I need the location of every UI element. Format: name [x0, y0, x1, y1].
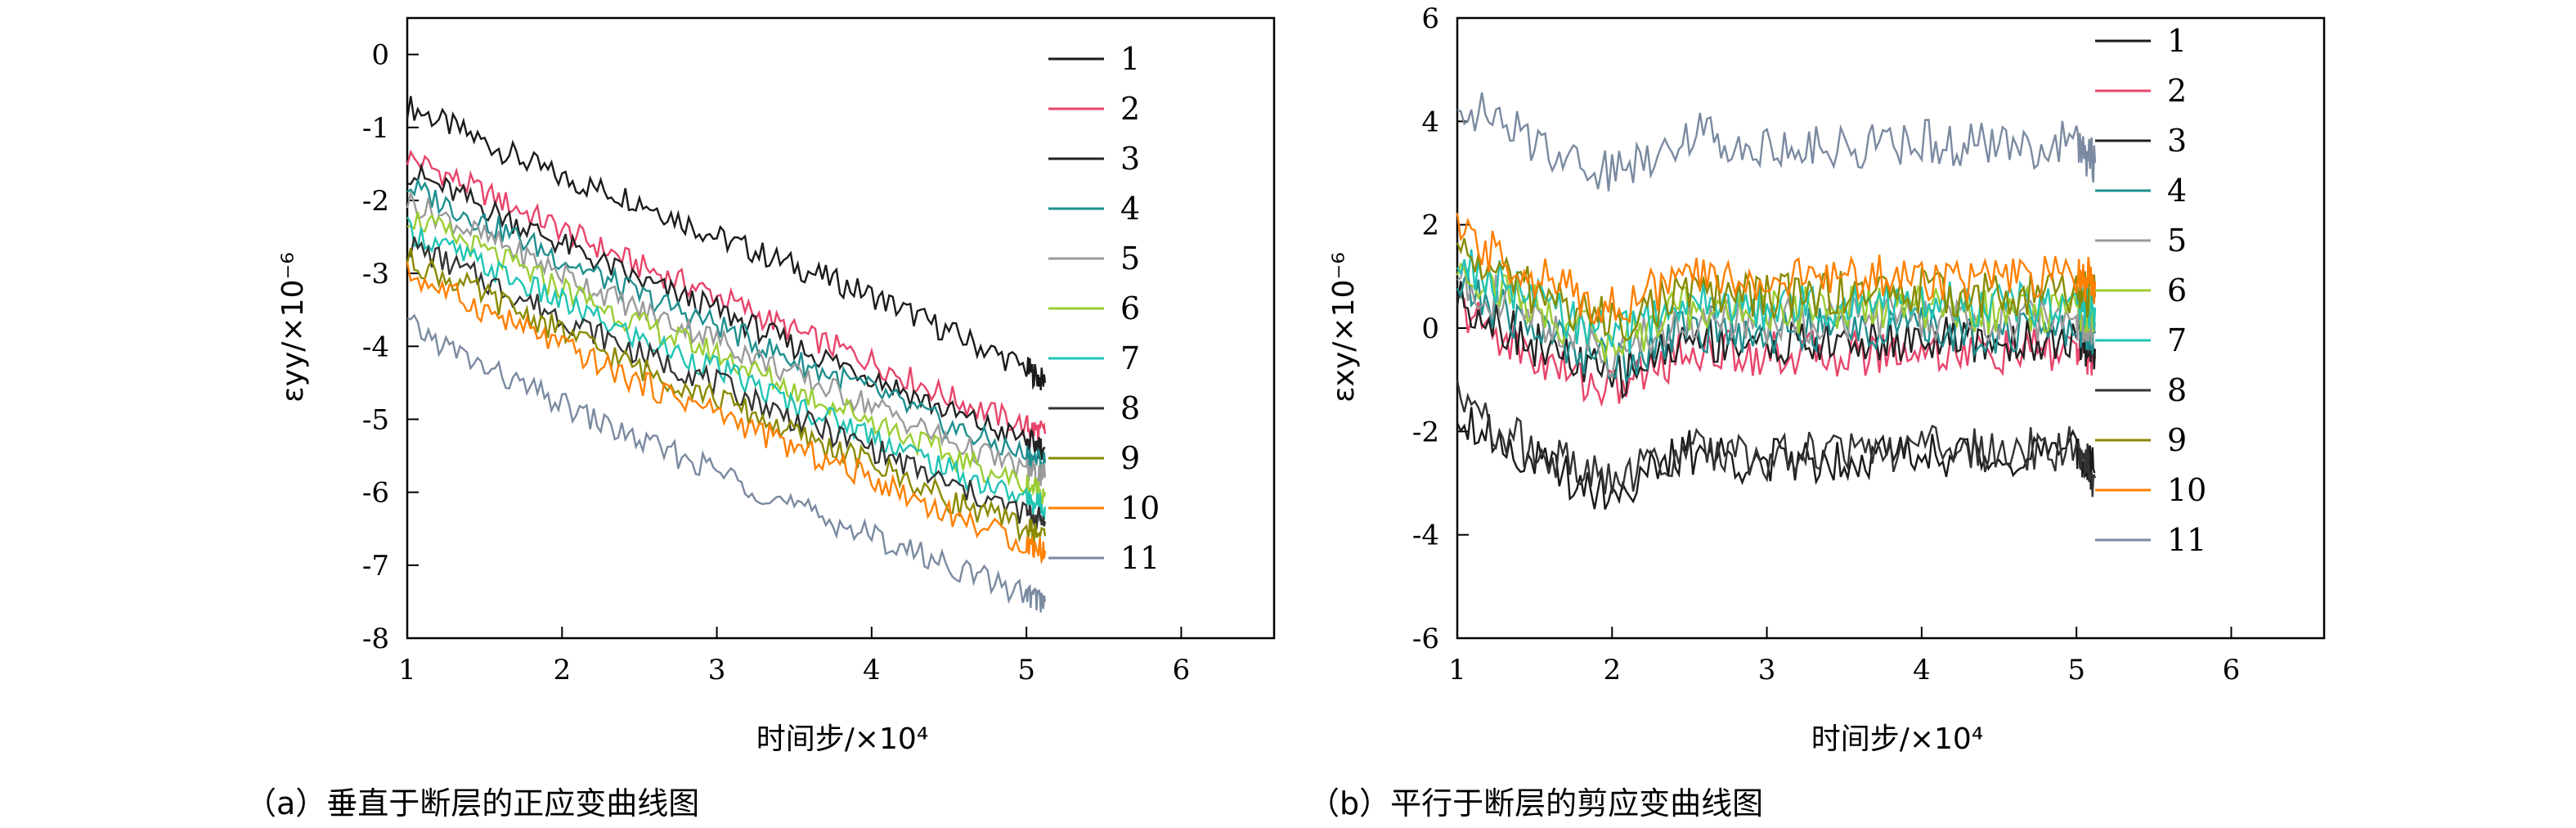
x-tick-label: 1	[1448, 654, 1466, 686]
y-tick-label: -2	[1412, 416, 1439, 448]
series-line-5	[406, 190, 1047, 488]
legend-label-11: 11	[2167, 522, 2206, 558]
series-line-4	[406, 177, 1047, 474]
legend-label-6: 6	[1120, 290, 1140, 326]
y-tick-label: -7	[362, 550, 389, 583]
plot-area-frame-a	[406, 16, 1276, 640]
x-tick-label: 2	[1603, 654, 1621, 686]
legend-label-11: 11	[1120, 540, 1160, 576]
series-line-11	[406, 313, 1047, 613]
legend-label-7: 7	[2167, 322, 2187, 358]
legend-label-5: 5	[1120, 241, 1140, 277]
x-axis-label-b: 时间步/×10⁴	[1811, 722, 1984, 756]
y-tick-label: -5	[362, 403, 389, 436]
x-tick-label: 3	[708, 654, 726, 686]
x-tick-label: 5	[2067, 654, 2085, 686]
legend-b: 1 2 3 4 5 6 7 8 9 10 11	[2095, 23, 2206, 558]
series-line-3	[406, 162, 1046, 461]
caption-a: （a）垂直于断层的正应变曲线图	[245, 785, 699, 821]
legend-label-9: 9	[2167, 422, 2187, 458]
legend-label-3: 3	[2167, 123, 2187, 159]
y-tick-label: -8	[362, 623, 389, 655]
legend-label-5: 5	[2167, 223, 2187, 259]
legend-label-2: 2	[1120, 91, 1140, 127]
y-axis-label-b: εxy/×10⁻⁶	[1327, 252, 1361, 403]
x-tick-label: 6	[1173, 654, 1191, 686]
y-tick-label: -2	[362, 185, 389, 218]
y-tick-label: 6	[1421, 2, 1439, 35]
y-tick-label: -3	[362, 258, 389, 290]
x-tick-label: 2	[553, 654, 571, 686]
caption-b: （b）平行于断层的剪应变曲线图	[1308, 785, 1763, 821]
series-line-5	[1456, 259, 2097, 379]
legend-label-1: 1	[1120, 41, 1140, 77]
y-tick-label: -6	[362, 477, 389, 510]
series-line-8	[406, 236, 1047, 529]
series-group-b	[1456, 92, 2097, 510]
y-tick-label: 2	[1421, 209, 1439, 242]
legend-label-10: 10	[2167, 472, 2206, 508]
legend-a: 1 2 3 4 5 6 7 8 9 10 11	[1048, 41, 1160, 576]
x-tick-label: 6	[2223, 654, 2241, 686]
legend-label-6: 6	[2167, 272, 2187, 308]
y-axis-label-a: εyy/×10⁻⁶	[276, 252, 310, 403]
series-line-10	[1456, 213, 2097, 325]
series-line-1	[406, 96, 1047, 390]
series-line-7	[1456, 249, 2097, 354]
series-line-10	[406, 262, 1047, 565]
legend-label-2: 2	[2167, 73, 2187, 109]
y-tick-label: 4	[1421, 106, 1439, 138]
legend-label-4: 4	[1120, 191, 1140, 227]
legend-label-8: 8	[1120, 390, 1140, 426]
axes-b: 1 2 3 4 5 6 6 4 2 0 -2 -4 -6	[1412, 2, 2240, 686]
legend-label-9: 9	[1120, 440, 1140, 476]
series-line-8	[1456, 380, 2097, 497]
legend-label-8: 8	[2167, 372, 2187, 408]
y-tick-label: 0	[371, 39, 389, 72]
legend-label-3: 3	[1120, 141, 1140, 177]
x-tick-label: 4	[1913, 654, 1931, 686]
x-tick-label: 4	[863, 654, 881, 686]
x-tick-label: 5	[1017, 654, 1035, 686]
series-line-7	[406, 216, 1047, 520]
series-line-9	[406, 247, 1047, 544]
legend-label-10: 10	[1120, 490, 1160, 526]
y-tick-label: -6	[1412, 623, 1439, 655]
y-tick-label: -4	[1412, 520, 1439, 552]
axes-a: 1 2 3 4 5 6 0 -1 -2 -3 -4 -5 -6 -7 -8	[362, 39, 1190, 686]
series-line-9	[1456, 237, 2097, 342]
chart-panel-a: 1 2 3 4 5 6 0 -1 -2 -3 -4 -5 -6 -7 -8 1 2 3 4 5 6 7 8 9 10 11 时间…	[245, 16, 1276, 821]
legend-label-4: 4	[2167, 173, 2187, 209]
x-tick-label: 3	[1758, 654, 1776, 686]
y-tick-label: 0	[1421, 313, 1439, 345]
legend-label-7: 7	[1120, 340, 1140, 376]
legend-label-1: 1	[2167, 23, 2187, 59]
series-line-11	[1456, 92, 2097, 191]
y-tick-label: -4	[362, 331, 389, 363]
x-axis-label-a: 时间步/×10⁴	[756, 722, 929, 756]
y-tick-label: -1	[362, 112, 389, 145]
x-tick-label: 1	[398, 654, 416, 686]
series-group-a	[406, 96, 1047, 613]
